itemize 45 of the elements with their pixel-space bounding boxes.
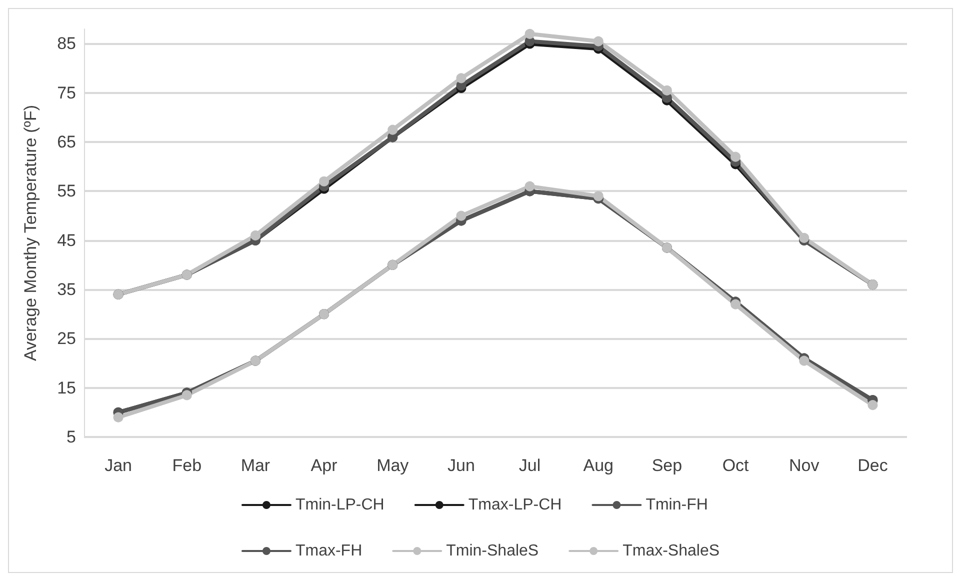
point xyxy=(593,191,604,202)
point xyxy=(524,28,535,39)
x-tick-label: Jun xyxy=(447,456,475,475)
x-tick-label: Dec xyxy=(858,456,888,475)
legend-label: Tmax-ShaleS xyxy=(622,542,720,560)
point xyxy=(524,181,535,192)
point xyxy=(182,390,192,400)
x-tick-label: Jan xyxy=(104,456,132,475)
legend-label: Tmax-LP-CH xyxy=(468,496,562,514)
legend-label: Tmin-ShaleS xyxy=(446,542,539,560)
point xyxy=(319,176,330,186)
y-tick-label: 85 xyxy=(57,34,76,54)
y-tick-label: 15 xyxy=(57,378,76,398)
legend-label: Tmax-FH xyxy=(295,542,362,560)
y-tick-label: 55 xyxy=(57,182,76,201)
legend-label: Tmin-FH xyxy=(646,496,708,514)
x-tick-label: Mar xyxy=(240,456,270,475)
x-tick-label: Feb xyxy=(172,456,202,475)
point xyxy=(113,412,124,422)
point xyxy=(456,210,466,221)
x-tick-label: Sep xyxy=(652,456,682,475)
y-tick-label: 45 xyxy=(57,230,76,250)
point xyxy=(730,152,741,162)
point xyxy=(388,124,398,135)
x-tick-label: Oct xyxy=(722,456,750,475)
y-tick-label: 75 xyxy=(57,83,76,102)
legend-label: Tmin-LP-CH xyxy=(295,496,384,514)
y-tick-label: 35 xyxy=(57,280,76,300)
y-tick-label: 5 xyxy=(66,428,76,446)
point xyxy=(868,400,878,410)
point xyxy=(662,85,672,96)
x-tick-label: Apr xyxy=(310,456,338,475)
y-axis-title: Average Monthy Temperature (ºF) xyxy=(21,105,40,361)
y-tick-label: 65 xyxy=(57,132,76,152)
point xyxy=(799,232,810,243)
x-tick-label: Aug xyxy=(583,456,614,475)
x-tick-label: May xyxy=(376,456,410,475)
point xyxy=(730,299,741,310)
point xyxy=(799,356,810,366)
y-tick-label: 25 xyxy=(57,329,76,348)
x-tick-label: Nov xyxy=(789,456,820,475)
x-tick-label: Jul xyxy=(518,456,541,475)
point xyxy=(250,230,260,240)
point xyxy=(456,73,466,84)
point xyxy=(593,36,604,46)
